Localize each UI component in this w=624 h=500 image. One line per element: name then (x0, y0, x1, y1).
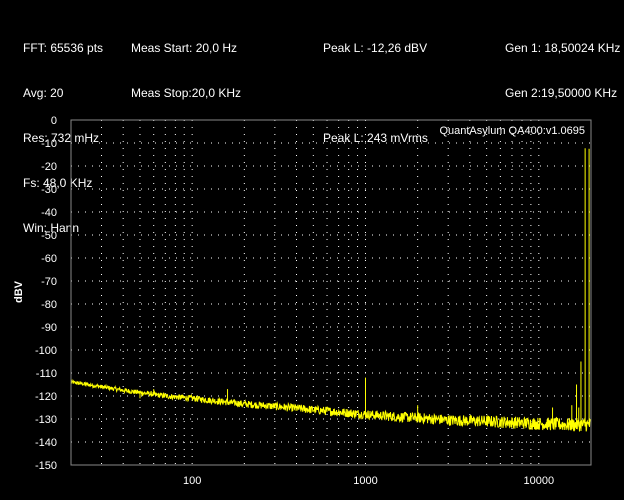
watermark: QuantAsylum QA400:v1.0695 (439, 125, 585, 137)
y-axis-label: dBV (13, 280, 25, 303)
peak-dbv: Peak L: -12,26 dBV (323, 41, 428, 55)
y-tick-label: -40 (41, 207, 57, 219)
y-tick-label: -10 (41, 138, 57, 150)
y-tick-label: -150 (35, 460, 57, 472)
info-avg: Avg: 20 (23, 86, 64, 100)
info-fft: FFT: 65536 pts (23, 41, 104, 55)
y-tick-label: -50 (41, 230, 57, 242)
gen2-frequency: Gen 2:19,50000 KHz (505, 86, 618, 100)
y-tick-label: -100 (35, 345, 57, 357)
x-tick-label: 100 (183, 475, 201, 487)
y-tick-label: -120 (35, 391, 57, 403)
x-tick-label: 1000 (353, 475, 377, 487)
y-tick-label: -90 (41, 322, 57, 334)
plot-frame (70, 119, 592, 466)
measurement-range: Meas Start: 20,0 Hz Meas Stop:20,0 KHz (131, 11, 241, 116)
y-tick-label: 0 (51, 115, 57, 127)
y-tick-label: -140 (35, 437, 57, 449)
fft-info: FFT: 65536 pts Avg: 20 Res: 732 mHz Fs: … (23, 11, 103, 251)
peak-readouts: Peak L: -12,26 dBV Peak L: 243 mVrms (323, 11, 428, 161)
info-win: Win: Hann (23, 221, 80, 235)
trace (70, 148, 592, 433)
y-tick-label: -110 (36, 368, 57, 380)
info-fs: Fs: 48,0 KHz (23, 176, 93, 190)
y-tick-label: -60 (41, 253, 57, 265)
y-tick-label: -20 (41, 161, 57, 173)
noise-floor-line (70, 378, 592, 433)
y-axis-ticks: 0 -10 -20 -30 -40 -50 -60 -70 -80 -90 -100 -110 -120… (35, 115, 57, 472)
y-tick-label: -30 (41, 184, 57, 196)
y-tick-label: -130 (35, 414, 57, 426)
meas-start: Meas Start: 20,0 Hz (131, 41, 238, 55)
y-tick-label: -70 (41, 276, 57, 288)
gen1-frequency: Gen 1: 18,50024 KHz (505, 41, 621, 55)
x-tick-label: 10000 (524, 475, 555, 487)
generator-info: Gen 1: 18,50024 KHz Gen 2:19,50000 KHz (505, 11, 620, 116)
meas-stop: Meas Stop:20,0 KHz (131, 86, 242, 100)
y-tick-label: -80 (41, 299, 57, 311)
peak-vrms: Peak L: 243 mVrms (323, 131, 428, 145)
x-axis-ticks: 100 1000 10000 (183, 475, 554, 487)
info-res: Res: 732 mHz (23, 131, 100, 145)
